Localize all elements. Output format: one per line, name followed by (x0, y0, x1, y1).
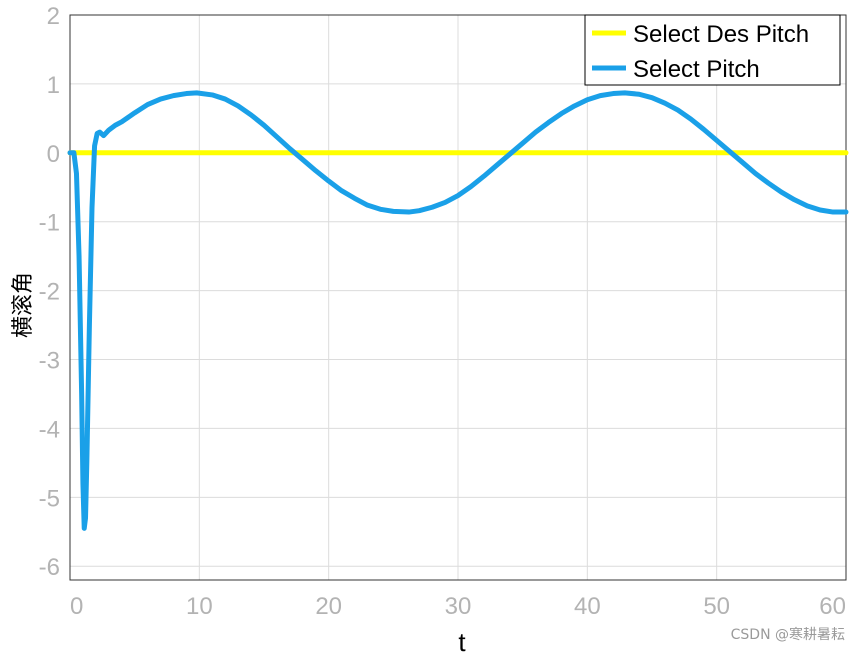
y-tick-label: -5 (39, 485, 60, 512)
y-tick-label: -6 (39, 554, 60, 581)
legend: Select Des Pitch Select Pitch (584, 14, 841, 86)
x-tick-label: 40 (574, 593, 601, 620)
y-tick-label: -2 (39, 279, 60, 306)
legend-label-select-pitch: Select Pitch (633, 56, 760, 83)
x-tick-label: 20 (315, 593, 342, 620)
y-tick-label: -1 (39, 210, 60, 237)
y-axis-label: 横滚角 (11, 272, 36, 338)
plot-frame (69, 14, 847, 581)
legend-label-select-des-pitch: Select Des Pitch (633, 21, 809, 48)
x-tick-label: 60 (819, 593, 846, 620)
x-tick-label: 50 (703, 593, 730, 620)
y-tick-label: -4 (39, 416, 60, 443)
series-line-select-pitch (67, 90, 849, 531)
y-tick-label: 1 (47, 72, 60, 99)
x-tick-label: 30 (445, 593, 472, 620)
watermark: CSDN @寒耕暑耘 (730, 627, 845, 643)
legend-box (584, 14, 841, 86)
y-tick-label: 2 (47, 3, 60, 30)
x-tick-label: 0 (70, 593, 83, 620)
y-tick-label: -3 (39, 348, 60, 375)
x-tick-labels: 0 10 20 30 40 50 60 (70, 593, 846, 620)
x-axis-label: t (458, 627, 466, 654)
series-layer (67, 90, 849, 531)
x-tick-label: 10 (186, 593, 213, 620)
y-tick-labels: 2 1 0 -1 -2 -3 -4 -5 -6 (39, 3, 60, 581)
y-tick-label: 0 (47, 141, 60, 168)
